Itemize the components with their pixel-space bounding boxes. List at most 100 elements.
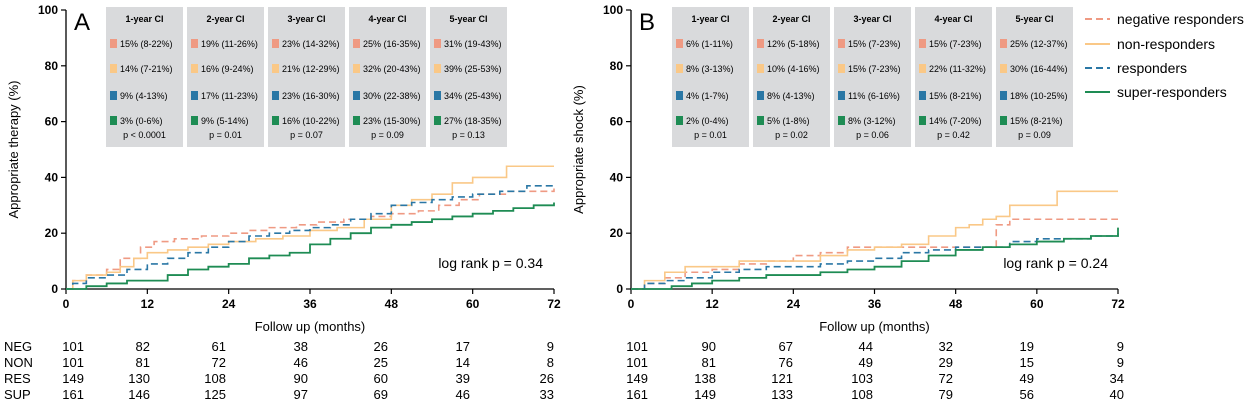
x-tick-label: 0 [628,297,635,311]
ci-swatch-res [1000,91,1007,100]
ci-box-background [915,7,992,147]
y-tick-label: 40 [45,170,59,184]
ci-box-title: 3-year CI [853,14,891,24]
risk-cell: 26 [540,371,554,386]
ci-value: 16% (10-22%) [282,116,340,126]
x-tick-label: 12 [705,297,719,311]
ci-value: 15% (8-22%) [120,39,173,49]
legend: negative responders non-responders respond… [1085,11,1244,100]
log-rank-annotation: log rank p = 0.24 [1003,255,1108,271]
risk-cell: 125 [204,387,226,402]
y-axis-title: Appropriate shock (%) [571,85,586,214]
ci-value: 23% (15-30%) [363,116,421,126]
ci-p-value: p = 0.07 [290,130,323,140]
risk-cell: 138 [694,371,716,386]
curve-sup [631,227,1119,290]
y-tick-label: 0 [51,282,58,296]
x-tick-label: 24 [222,297,236,311]
risk-cell: 9 [547,339,554,354]
risk-cell: 14 [456,355,470,370]
risk-cell: 19 [1020,339,1034,354]
log-rank-annotation: log rank p = 0.34 [438,255,543,271]
risk-table: 101 82 61 38 26 17 9 101 81 72 46 25 14 8 149 130 108 90 6… [62,339,554,402]
legend-label-sup: super-responders [1117,84,1227,100]
ci-swatch-non [110,64,117,73]
x-tick-label: 36 [303,297,317,311]
ci-value: 8% (4-13%) [767,91,815,101]
ci-value: 4% (1-7%) [686,91,729,101]
risk-cell: 44 [859,339,873,354]
risk-cell: 67 [779,339,793,354]
ci-box: 5-year CI 31% (19-43%) 39% (25-53%) 34% (25… [430,7,507,147]
ci-swatch-non [434,64,441,73]
ci-value: 14% (7-20%) [929,116,982,126]
risk-cell: 76 [779,355,793,370]
ci-value: 10% (4-16%) [767,64,820,74]
ci-value: 17% (11-23%) [201,91,258,101]
ci-value: 23% (16-30%) [282,91,340,101]
risk-cell: 103 [851,371,873,386]
ci-box-background [106,7,183,147]
ci-swatch-non [919,64,926,73]
ci-box: 4-year CI 25% (16-35%) 32% (20-43%) 30% (22… [349,7,426,147]
x-axis-title: Follow up (months) [255,319,366,334]
risk-cell: 90 [294,371,308,386]
curve-non [66,165,554,290]
x-tick-label: 60 [1030,297,1044,311]
ci-p-value: p = 0.01 [209,130,242,140]
ci-value: 9% (4-13%) [120,91,168,101]
ci-value: 12% (5-18%) [767,39,820,49]
risk-cell: 161 [626,387,648,402]
risk-cell: 82 [136,339,150,354]
ci-value: 11% (6-16%) [848,91,900,101]
risk-cell: 29 [939,355,953,370]
risk-cell: 25 [374,355,388,370]
ci-value: 19% (11-26%) [201,39,258,49]
y-tick-label: 60 [610,115,624,129]
risk-cell: 101 [62,355,84,370]
ci-p-value: p = 0.06 [856,130,889,140]
ci-value: 15% (7-23%) [848,64,901,74]
ci-value: 3% (0-6%) [120,116,163,126]
ci-box-title: 2-year CI [772,14,810,24]
ci-value: 25% (16-35%) [363,39,421,49]
ci-box: 2-year CI 12% (5-18%) 10% (4-16%) 8% (4-13%… [753,7,830,147]
ci-p-value: p = 0.13 [452,130,485,140]
ci-value: 6% (1-11%) [686,39,733,49]
legend-label-non: non-responders [1117,36,1215,52]
legend-label-res: responders [1117,60,1187,76]
risk-cell: 101 [62,339,84,354]
risk-cell: 101 [626,339,648,354]
risk-cell: 46 [294,355,308,370]
ci-value: 31% (19-43%) [444,39,502,49]
ci-box: 1-year CI 6% (1-11%) 8% (3-13%) 4% (1-7%) 2%… [672,7,749,147]
risk-cell: 149 [62,371,84,386]
ci-value: 34% (25-43%) [444,91,502,101]
risk-cell: 69 [374,387,388,402]
x-tick-label: 0 [63,297,70,311]
ci-box-title: 3-year CI [287,14,325,24]
ci-value: 22% (11-32%) [929,64,986,74]
ci-value: 15% (7-23%) [929,39,982,49]
ci-box-title: 5-year CI [449,14,487,24]
risk-cell: 108 [204,371,226,386]
ci-swatch-non [757,64,764,73]
ci-box: 4-year CI 15% (7-23%) 22% (11-32%) 15% (8-2… [915,7,992,147]
ci-value: 15% (8-21%) [929,91,982,101]
curve-sup [66,202,555,290]
ci-value: 27% (18-35%) [444,116,502,126]
ci-p-value: p = 0.09 [1018,130,1051,140]
risk-cell: 8 [547,355,554,370]
ci-p-value: p = 0.02 [775,130,808,140]
ci-swatch-non [838,64,845,73]
ci-box-title: 4-year CI [368,14,406,24]
panel-letter: A [74,9,90,36]
ci-swatch-sup [838,116,845,125]
ci-swatch-sup [191,116,198,125]
y-tick-label: 100 [603,3,623,17]
ci-box-background [672,7,749,147]
curve-neg [66,188,555,290]
